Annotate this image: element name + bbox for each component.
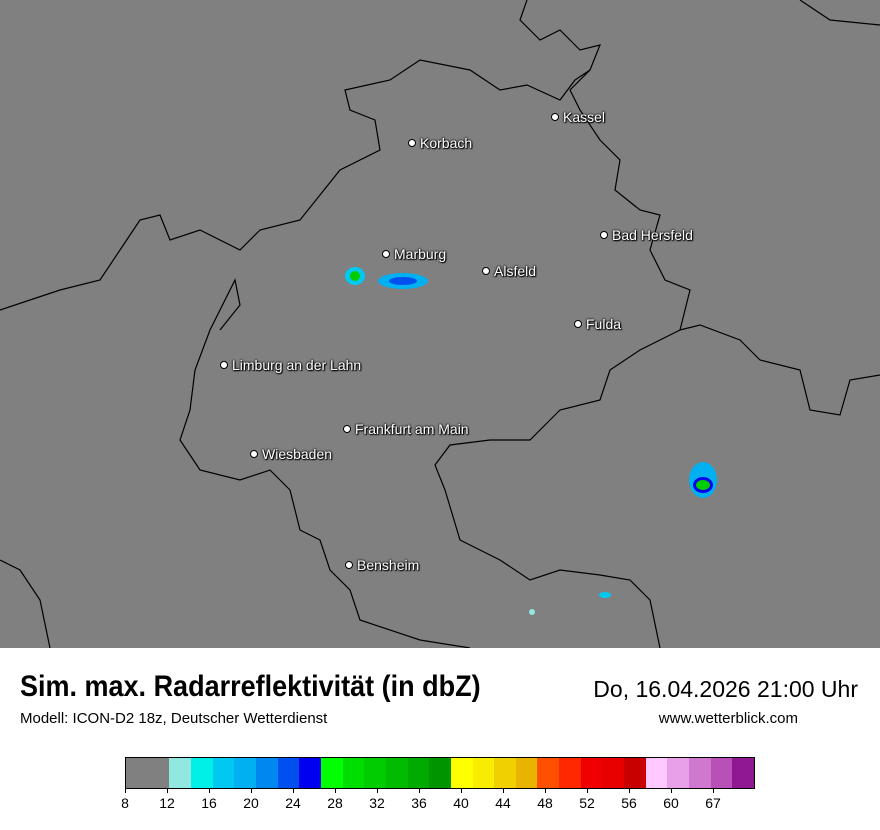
legend-tick-label: 56: [621, 795, 637, 811]
city-dot-icon: [551, 113, 559, 121]
city-dot-icon: [220, 361, 228, 369]
city-marker: Marburg: [382, 246, 446, 262]
legend-tick-label: 48: [537, 795, 553, 811]
city-dot-icon: [345, 561, 353, 569]
city-marker: Bensheim: [345, 557, 419, 573]
legend-bin: [277, 758, 300, 788]
legend-bin: [407, 758, 430, 788]
legend-bin: [689, 758, 711, 788]
legend-bin: [169, 758, 191, 788]
legend-bin: [342, 758, 365, 788]
city-marker: Korbach: [408, 135, 472, 151]
legend-tick-mark: [419, 789, 420, 793]
city-dot-icon: [408, 139, 416, 147]
legend-tick-label: 16: [201, 795, 217, 811]
legend-bin: [429, 758, 451, 788]
city-label: Wiesbaden: [262, 446, 333, 462]
legend-tick-label: 67: [705, 795, 721, 811]
legend-tick-label: 32: [369, 795, 385, 811]
legend-bin: [299, 758, 321, 788]
legend-tick-label: 40: [453, 795, 469, 811]
city-label: Korbach: [420, 135, 473, 151]
legend-tick-label: 36: [411, 795, 427, 811]
city-label: Bad Hersfeld: [612, 227, 693, 243]
city-marker: Bad Hersfeld: [600, 227, 693, 243]
city-label: Kassel: [563, 109, 606, 125]
legend-bin: [667, 758, 690, 788]
legend-bin: [494, 758, 516, 788]
city-label: Bensheim: [357, 557, 420, 573]
legend-bin: [126, 758, 170, 788]
city-dot-icon: [343, 425, 351, 433]
legend-tick-mark: [125, 789, 126, 793]
city-marker: Limburg an der Lahn: [220, 357, 361, 373]
legend-tick-mark: [503, 789, 504, 793]
legend-bin: [450, 758, 473, 788]
legend-tick-mark: [167, 789, 168, 793]
legend-tick-label: 52: [579, 795, 595, 811]
city-marker: Wiesbaden: [250, 446, 332, 462]
legend-bin: [515, 758, 538, 788]
city-marker: Fulda: [574, 316, 621, 332]
legend-bin: [234, 758, 256, 788]
legend-tick-label: 24: [285, 795, 301, 811]
legend-bin: [580, 758, 603, 788]
radar-map: Kassel Korbach Bad Hersfeld Marburg Alsfeld F…: [0, 0, 880, 648]
legend-tick-mark: [335, 789, 336, 793]
legend-bin: [537, 758, 560, 788]
legend-tick-mark: [251, 789, 252, 793]
city-dot-icon: [382, 250, 390, 258]
model-info: Modell: ICON-D2 18z, Deutscher Wetterdie…: [20, 710, 328, 727]
legend-bin: [212, 758, 235, 788]
legend-bin: [645, 758, 668, 788]
radar-echoes: [345, 267, 717, 615]
city-marker: Frankfurt am Main: [343, 421, 469, 437]
legend-tick-mark: [293, 789, 294, 793]
city-label: Alsfeld: [494, 263, 537, 279]
legend-bin: [320, 758, 343, 788]
city-marker: Alsfeld: [482, 263, 536, 279]
city-label: Marburg: [394, 246, 447, 262]
legend-tick-mark: [671, 789, 672, 793]
website-link[interactable]: www.wetterblick.com: [658, 710, 798, 727]
color-legend: [125, 757, 755, 789]
legend-bin: [732, 758, 755, 788]
city-dot-icon: [600, 231, 608, 239]
city-label: Fulda: [586, 316, 622, 332]
legend-bin: [255, 758, 278, 788]
legend-tick-label: 12: [159, 795, 175, 811]
legend-tick-mark: [587, 789, 588, 793]
legend-tick-mark: [545, 789, 546, 793]
legend-bin: [710, 758, 733, 788]
map-title: Sim. max. Radarreflektivität (in dbZ): [20, 670, 481, 703]
legend-bin: [190, 758, 213, 788]
legend-tick-mark: [713, 789, 714, 793]
legend-bin: [559, 758, 581, 788]
legend-tick-mark: [629, 789, 630, 793]
legend-tick-label: 44: [495, 795, 511, 811]
city-label: Frankfurt am Main: [355, 421, 469, 437]
city-dot-icon: [250, 450, 258, 458]
legend-tick-label: 20: [243, 795, 259, 811]
legend-tick-label: 60: [663, 795, 679, 811]
legend-tick-mark: [377, 789, 378, 793]
city-label: Limburg an der Lahn: [232, 357, 362, 373]
legend-bin: [624, 758, 646, 788]
legend-bin: [602, 758, 625, 788]
city-dot-icon: [482, 267, 490, 275]
legend-bin: [472, 758, 495, 788]
legend-bin: [364, 758, 386, 788]
legend-tick-label: 28: [327, 795, 343, 811]
borders: [0, 0, 880, 648]
city-marker: Kassel: [551, 109, 605, 125]
legend-tick-label: 8: [121, 795, 129, 811]
legend-tick-mark: [461, 789, 462, 793]
legend-tick-mark: [209, 789, 210, 793]
forecast-datetime: Do, 16.04.2026 21:00 Uhr: [593, 676, 858, 702]
city-dot-icon: [574, 320, 582, 328]
legend-bin: [385, 758, 408, 788]
